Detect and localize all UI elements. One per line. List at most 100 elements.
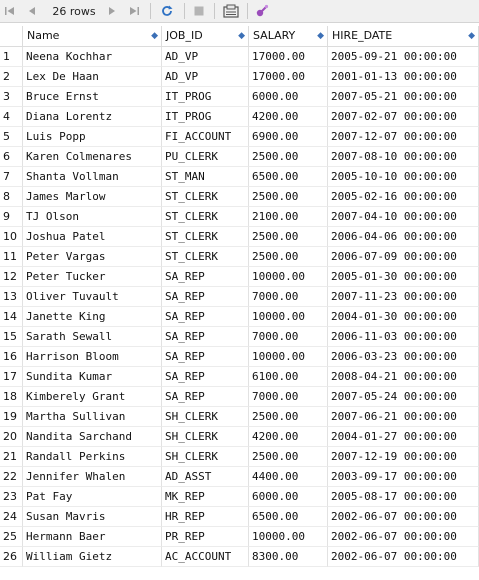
- salary-cell[interactable]: 17000.00: [249, 67, 328, 87]
- name-cell[interactable]: Lex De Haan: [23, 67, 162, 87]
- salary-cell[interactable]: 10000.00: [249, 267, 328, 287]
- name-cell[interactable]: Nandita Sarchand: [23, 427, 162, 447]
- last-page-icon[interactable]: [126, 3, 142, 19]
- table-row[interactable]: 11 Peter Vargas ST_CLERK 2500.00 2006-07-09 …: [0, 247, 479, 267]
- export-icon[interactable]: [221, 3, 241, 19]
- name-cell[interactable]: Peter Vargas: [23, 247, 162, 267]
- hire-date-cell[interactable]: 2007-08-10 00:00:00: [328, 147, 479, 167]
- job-id-cell[interactable]: SA_REP: [162, 387, 249, 407]
- job-id-cell[interactable]: ST_MAN: [162, 167, 249, 187]
- job-id-cell[interactable]: HR_REP: [162, 507, 249, 527]
- salary-cell[interactable]: 4200.00: [249, 107, 328, 127]
- salary-cell[interactable]: 4200.00: [249, 427, 328, 447]
- name-cell[interactable]: Harrison Bloom: [23, 347, 162, 367]
- row-number-cell[interactable]: 25: [0, 527, 23, 547]
- row-number-cell[interactable]: 19: [0, 407, 23, 427]
- salary-cell[interactable]: 2500.00: [249, 147, 328, 167]
- salary-cell[interactable]: 6500.00: [249, 167, 328, 187]
- stop-icon[interactable]: [191, 3, 207, 19]
- table-row[interactable]: 12 Peter Tucker SA_REP 10000.00 2005-01-30 0…: [0, 267, 479, 287]
- table-row[interactable]: 5 Luis Popp FI_ACCOUNT 6900.00 2007-12-07 00…: [0, 127, 479, 147]
- row-number-cell[interactable]: 15: [0, 327, 23, 347]
- row-number-cell[interactable]: 17: [0, 367, 23, 387]
- job-id-cell[interactable]: ST_CLERK: [162, 227, 249, 247]
- hire-date-cell[interactable]: 2006-07-09 00:00:00: [328, 247, 479, 267]
- row-number-cell[interactable]: 21: [0, 447, 23, 467]
- hire-date-cell[interactable]: 2002-06-07 00:00:00: [328, 527, 479, 547]
- job-id-cell[interactable]: SH_CLERK: [162, 407, 249, 427]
- column-header-hire-date[interactable]: HIRE_DATE ◆: [328, 26, 479, 46]
- row-number-cell[interactable]: 10: [0, 227, 23, 247]
- salary-cell[interactable]: 6100.00: [249, 367, 328, 387]
- row-number-cell[interactable]: 7: [0, 167, 23, 187]
- job-id-cell[interactable]: ST_CLERK: [162, 247, 249, 267]
- table-row[interactable]: 3 Bruce Ernst IT_PROG 6000.00 2007-05-21 00:…: [0, 87, 479, 107]
- hire-date-cell[interactable]: 2007-02-07 00:00:00: [328, 107, 479, 127]
- hire-date-cell[interactable]: 2004-01-27 00:00:00: [328, 427, 479, 447]
- salary-cell[interactable]: 8300.00: [249, 547, 328, 567]
- name-cell[interactable]: Randall Perkins: [23, 447, 162, 467]
- salary-cell[interactable]: 2100.00: [249, 207, 328, 227]
- salary-cell[interactable]: 7000.00: [249, 327, 328, 347]
- salary-cell[interactable]: 2500.00: [249, 187, 328, 207]
- salary-cell[interactable]: 2500.00: [249, 407, 328, 427]
- table-row[interactable]: 18 Kimberely Grant SA_REP 7000.00 2007-05-24…: [0, 387, 479, 407]
- row-number-cell[interactable]: 8: [0, 187, 23, 207]
- table-row[interactable]: 14 Janette King SA_REP 10000.00 2004-01-30 0…: [0, 307, 479, 327]
- salary-cell[interactable]: 7000.00: [249, 287, 328, 307]
- hire-date-cell[interactable]: 2008-04-21 00:00:00: [328, 367, 479, 387]
- hire-date-cell[interactable]: 2002-06-07 00:00:00: [328, 547, 479, 567]
- table-row[interactable]: 16 Harrison Bloom SA_REP 10000.00 2006-03-23…: [0, 347, 479, 367]
- hire-date-cell[interactable]: 2006-04-06 00:00:00: [328, 227, 479, 247]
- salary-cell[interactable]: 2500.00: [249, 227, 328, 247]
- salary-cell[interactable]: 17000.00: [249, 47, 328, 67]
- salary-cell[interactable]: 10000.00: [249, 307, 328, 327]
- hire-date-cell[interactable]: 2005-10-10 00:00:00: [328, 167, 479, 187]
- job-id-cell[interactable]: SA_REP: [162, 327, 249, 347]
- table-row[interactable]: 15 Sarath Sewall SA_REP 7000.00 2006-11-03 0…: [0, 327, 479, 347]
- previous-page-icon[interactable]: [24, 3, 40, 19]
- salary-cell[interactable]: 6000.00: [249, 487, 328, 507]
- name-cell[interactable]: Kimberely Grant: [23, 387, 162, 407]
- name-cell[interactable]: Janette King: [23, 307, 162, 327]
- job-id-cell[interactable]: SA_REP: [162, 347, 249, 367]
- job-id-cell[interactable]: SH_CLERK: [162, 427, 249, 447]
- hire-date-cell[interactable]: 2007-11-23 00:00:00: [328, 287, 479, 307]
- table-row[interactable]: 4 Diana Lorentz IT_PROG 4200.00 2007-02-07 0…: [0, 107, 479, 127]
- salary-cell[interactable]: 2500.00: [249, 447, 328, 467]
- row-number-cell[interactable]: 14: [0, 307, 23, 327]
- name-cell[interactable]: Susan Mavris: [23, 507, 162, 527]
- row-number-cell[interactable]: 4: [0, 107, 23, 127]
- salary-cell[interactable]: 2500.00: [249, 247, 328, 267]
- row-number-cell[interactable]: 22: [0, 467, 23, 487]
- row-number-cell[interactable]: 6: [0, 147, 23, 167]
- row-number-cell[interactable]: 12: [0, 267, 23, 287]
- salary-cell[interactable]: 4400.00: [249, 467, 328, 487]
- salary-cell[interactable]: 10000.00: [249, 347, 328, 367]
- sort-icon[interactable]: ◆: [151, 31, 158, 41]
- name-cell[interactable]: Sarath Sewall: [23, 327, 162, 347]
- table-row[interactable]: 10 Joshua Patel ST_CLERK 2500.00 2006-04-06 …: [0, 227, 479, 247]
- name-cell[interactable]: TJ Olson: [23, 207, 162, 227]
- row-number-cell[interactable]: 1: [0, 47, 23, 67]
- salary-cell[interactable]: 10000.00: [249, 527, 328, 547]
- row-number-cell[interactable]: 18: [0, 387, 23, 407]
- hire-date-cell[interactable]: 2002-06-07 00:00:00: [328, 507, 479, 527]
- sort-icon[interactable]: ◆: [238, 31, 245, 41]
- sort-icon[interactable]: ◆: [317, 31, 324, 41]
- job-id-cell[interactable]: SA_REP: [162, 307, 249, 327]
- table-row[interactable]: 23 Pat Fay MK_REP 6000.00 2005-08-17 00:00:0…: [0, 487, 479, 507]
- job-id-cell[interactable]: SA_REP: [162, 287, 249, 307]
- table-row[interactable]: 20 Nandita Sarchand SH_CLERK 4200.00 2004-01…: [0, 427, 479, 447]
- name-cell[interactable]: Luis Popp: [23, 127, 162, 147]
- name-cell[interactable]: Diana Lorentz: [23, 107, 162, 127]
- salary-cell[interactable]: 6000.00: [249, 87, 328, 107]
- filter-icon[interactable]: [253, 3, 271, 19]
- row-number-cell[interactable]: 24: [0, 507, 23, 527]
- hire-date-cell[interactable]: 2007-12-07 00:00:00: [328, 127, 479, 147]
- hire-date-cell[interactable]: 2003-09-17 00:00:00: [328, 467, 479, 487]
- row-number-cell[interactable]: 5: [0, 127, 23, 147]
- job-id-cell[interactable]: MK_REP: [162, 487, 249, 507]
- name-cell[interactable]: James Marlow: [23, 187, 162, 207]
- hire-date-cell[interactable]: 2005-09-21 00:00:00: [328, 47, 479, 67]
